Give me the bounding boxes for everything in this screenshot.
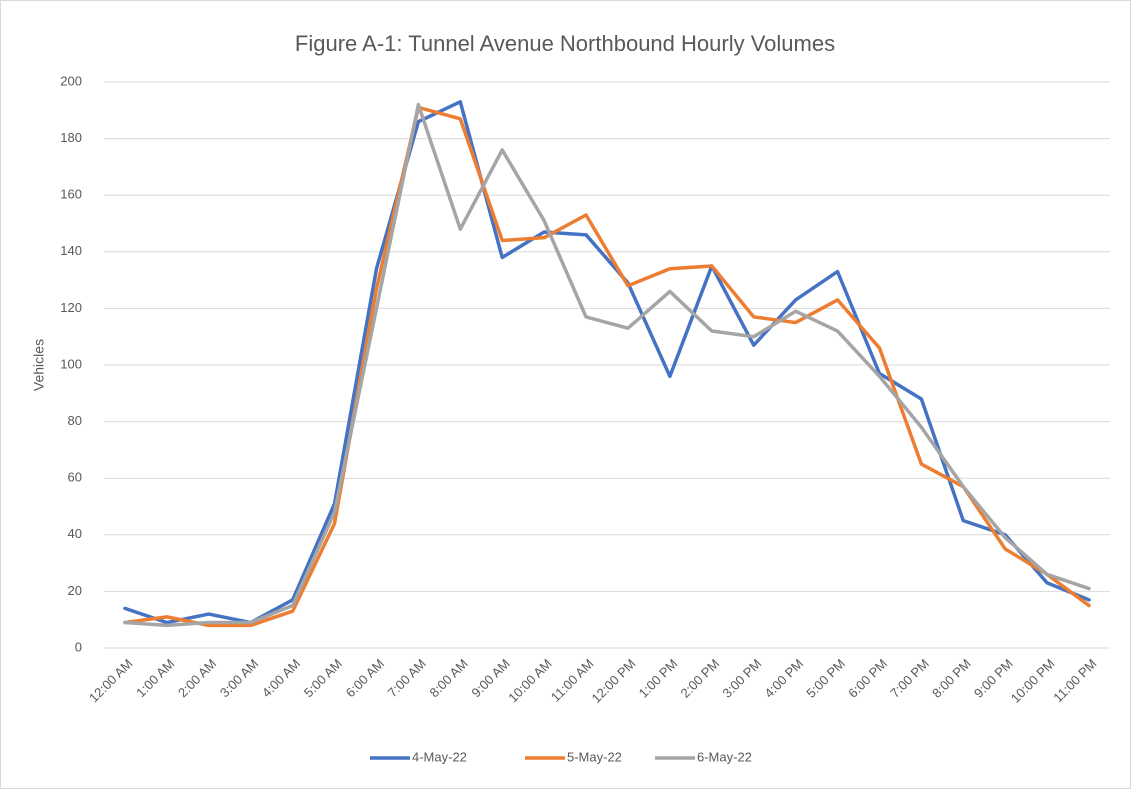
y-axis-label: Vehicles xyxy=(31,339,47,391)
y-tick-label: 40 xyxy=(68,526,82,541)
series-line xyxy=(123,100,1091,625)
y-tick-label: 160 xyxy=(60,187,82,202)
legend-label: 6-May-22 xyxy=(697,749,752,764)
series-line xyxy=(123,105,1091,628)
y-tick-label: 200 xyxy=(60,73,82,88)
y-tick-label: 20 xyxy=(68,583,82,598)
y-tick-label: 120 xyxy=(60,300,82,315)
y-tick-label: 100 xyxy=(60,356,82,371)
y-tick-label: 60 xyxy=(68,470,82,485)
y-tick-label: 80 xyxy=(68,413,82,428)
legend-label: 4-May-22 xyxy=(412,749,467,764)
y-tick-label: 140 xyxy=(60,243,82,258)
legend-label: 5-May-22 xyxy=(567,749,622,764)
y-tick-label: 0 xyxy=(75,639,82,654)
y-tick-label: 180 xyxy=(60,130,82,145)
chart-title: Figure A-1: Tunnel Avenue Northbound Hou… xyxy=(295,31,835,56)
series-line xyxy=(123,102,1091,628)
